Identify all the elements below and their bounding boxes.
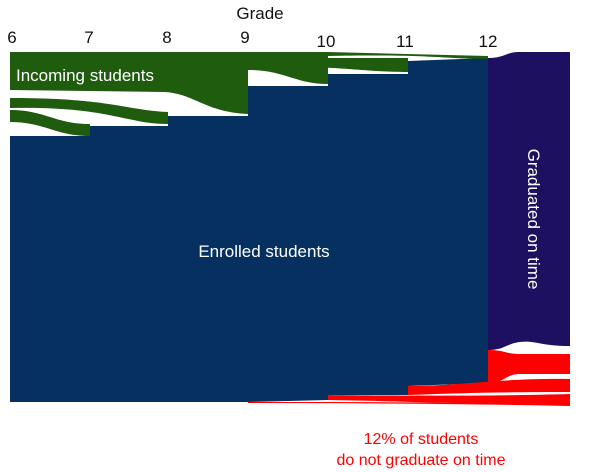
incoming-flow-8 bbox=[10, 98, 168, 124]
dropout-note-line1: 12% of students bbox=[364, 431, 479, 448]
grade-label-6: 6 bbox=[7, 28, 16, 47]
incoming-flow-10b bbox=[248, 58, 408, 72]
incoming-flow-7 bbox=[10, 110, 90, 136]
incoming-label: Incoming students bbox=[16, 66, 154, 85]
dropout-flow-11 bbox=[408, 378, 570, 395]
dropout-note-line2: do not graduate on time bbox=[336, 452, 505, 469]
enrolled-band bbox=[10, 58, 488, 402]
grade-label-8: 8 bbox=[162, 28, 171, 47]
graduated-label: Graduated on time bbox=[524, 149, 543, 290]
dropout-flow-9 bbox=[248, 402, 570, 406]
grade-label-7: 7 bbox=[84, 28, 93, 47]
graduated-flow bbox=[488, 52, 570, 350]
grade-label-11: 11 bbox=[396, 32, 414, 51]
grade-label-9: 9 bbox=[240, 28, 249, 47]
grade-label-10: 10 bbox=[317, 32, 336, 51]
incoming-flow-10 bbox=[248, 52, 328, 84]
dropout-flow-12 bbox=[488, 350, 570, 383]
axis-title: Grade bbox=[236, 4, 283, 23]
grade-label-12: 12 bbox=[479, 32, 498, 51]
dropout-flow-10 bbox=[328, 394, 570, 405]
enrolled-label: Enrolled students bbox=[198, 242, 329, 261]
incoming-block bbox=[10, 52, 248, 114]
incoming-flow-12 bbox=[328, 52, 488, 59]
